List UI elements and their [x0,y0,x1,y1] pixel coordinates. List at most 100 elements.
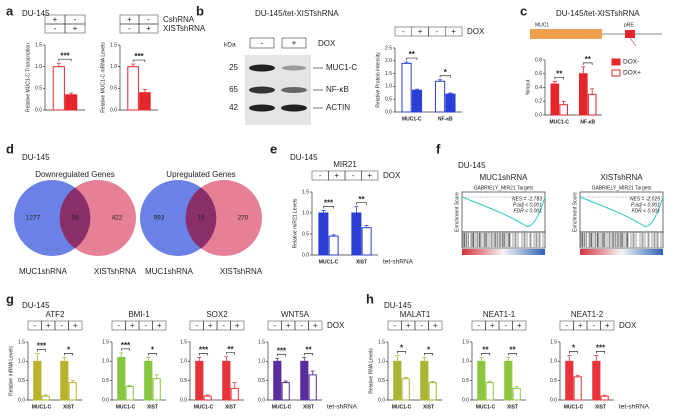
bar [477,360,486,401]
sig-label: ** [227,345,234,354]
bar [273,360,282,401]
condition-sign: + [235,321,240,330]
condition-sign: + [490,321,495,330]
bar [351,212,362,256]
condition-sign: - [436,27,439,36]
cell-line: DU-145 [290,153,318,162]
bar [587,93,597,116]
y-axis-label: %Input [525,79,531,95]
region-label: pRE [624,22,634,28]
condition-name: DOX [383,171,401,180]
chart-title: NEAT1-2 [571,310,604,319]
band-label: ACTIN [326,103,350,112]
x-tick-label: XIST [507,404,518,410]
sig-bracket [225,352,236,355]
y-axis-label: Relative Protein Intensity [375,52,381,108]
condition-sign: - [300,321,303,330]
gsea-gene-set: GABRIELY_MIR21 Targets [592,185,652,191]
y-tick-label: 1.5 [258,339,265,345]
condition-sign: + [208,321,213,330]
condition-sign: + [433,321,438,330]
set-label: XISTshRNA [220,267,263,276]
y-tick-label: 2.0 [385,58,392,64]
sig-bracket [63,353,74,356]
chart-title: WNT5A [281,310,310,319]
y-tick-label: 1.5 [180,339,187,345]
condition-cell [600,320,615,331]
x-axis-title: tet-shRNA [619,404,650,411]
sig-bracket [582,62,593,65]
chart-title: NEAT1-1 [483,310,516,319]
bar [559,104,568,116]
condition-sign: - [273,321,276,330]
condition-sign: + [451,27,456,36]
sig-bracket [303,353,314,356]
x-tick-label: XIST [423,404,434,410]
y-tick-label: 1.0 [35,64,42,70]
panel-label: c [520,3,527,18]
venn-overlap [185,187,217,249]
bar [600,395,609,401]
sig-bracket [198,353,209,356]
y-tick-label: 0.5 [302,231,309,237]
x-tick-label: XIST [595,404,606,410]
gsea-hits-frame [461,231,546,249]
bar [152,378,161,401]
condition-name: CshRNA [163,15,195,24]
bar [565,360,574,401]
condition-sign: + [53,15,58,24]
bar [318,212,329,256]
bar [361,227,372,256]
condition-sign: - [592,321,595,330]
lane-box [249,37,275,49]
sig-bracket [58,58,72,62]
blot-unit: kDa [224,42,236,49]
blot-band [282,65,306,71]
y-tick-label: 1.5 [18,339,25,345]
condition-sign: + [313,321,318,330]
condition-sign: + [157,321,162,330]
bar [308,374,317,401]
gsea-hits-frame [579,231,664,249]
y-tick-label: 1.0 [302,210,309,216]
bar [504,360,513,401]
y-tick-label: 1.5 [385,71,392,77]
blot-band [249,86,275,94]
gsea-ylabel: Enrichment Score [572,192,578,232]
band-label: MUC1-C [326,63,357,72]
y-tick-label: 1.0 [258,359,265,365]
condition-sign: - [319,171,322,180]
chart-title: MALAT1 [400,310,431,319]
cell-line: DU-145 [458,161,486,170]
condition-sign: + [73,24,78,33]
condition-sign: - [352,171,355,180]
y-tick-label: 1.5 [102,339,109,345]
y-tick-label: 0.5 [35,86,42,92]
sig-label: *** [121,341,131,350]
cell-line: DU-145 [22,153,50,162]
sig-bracket [276,353,287,357]
sig-label: *** [277,346,287,355]
x-tick-label: MUC1-C [476,404,496,410]
condition-sign: - [504,321,507,330]
y-tick-label: 1.5 [110,42,117,48]
y-tick-label: 0.0 [258,397,265,403]
condition-sign: - [54,24,57,33]
sig-label: *** [324,199,334,208]
condition-cell [428,320,443,331]
marker-label: 65 [229,85,238,94]
sig-label: *** [199,346,209,355]
gsea-rank-bar [580,249,663,255]
panel-label: f [436,141,441,156]
y-tick-label: 0.0 [18,397,25,403]
gsea-gene-set: GABRIELY_MIR21 Targets [474,185,534,191]
bar [203,395,212,401]
panel-label: g [6,291,14,306]
y-tick-label: 0.4 [535,85,542,91]
y-tick-label: 1.5 [462,339,469,345]
set-label: MUC1shRNA [145,267,194,276]
condition-cell [152,320,167,331]
y-axis-label: Relative MUC1-C mRNA Levels [100,42,106,113]
venn-title: Upregulated Genes [166,170,235,179]
